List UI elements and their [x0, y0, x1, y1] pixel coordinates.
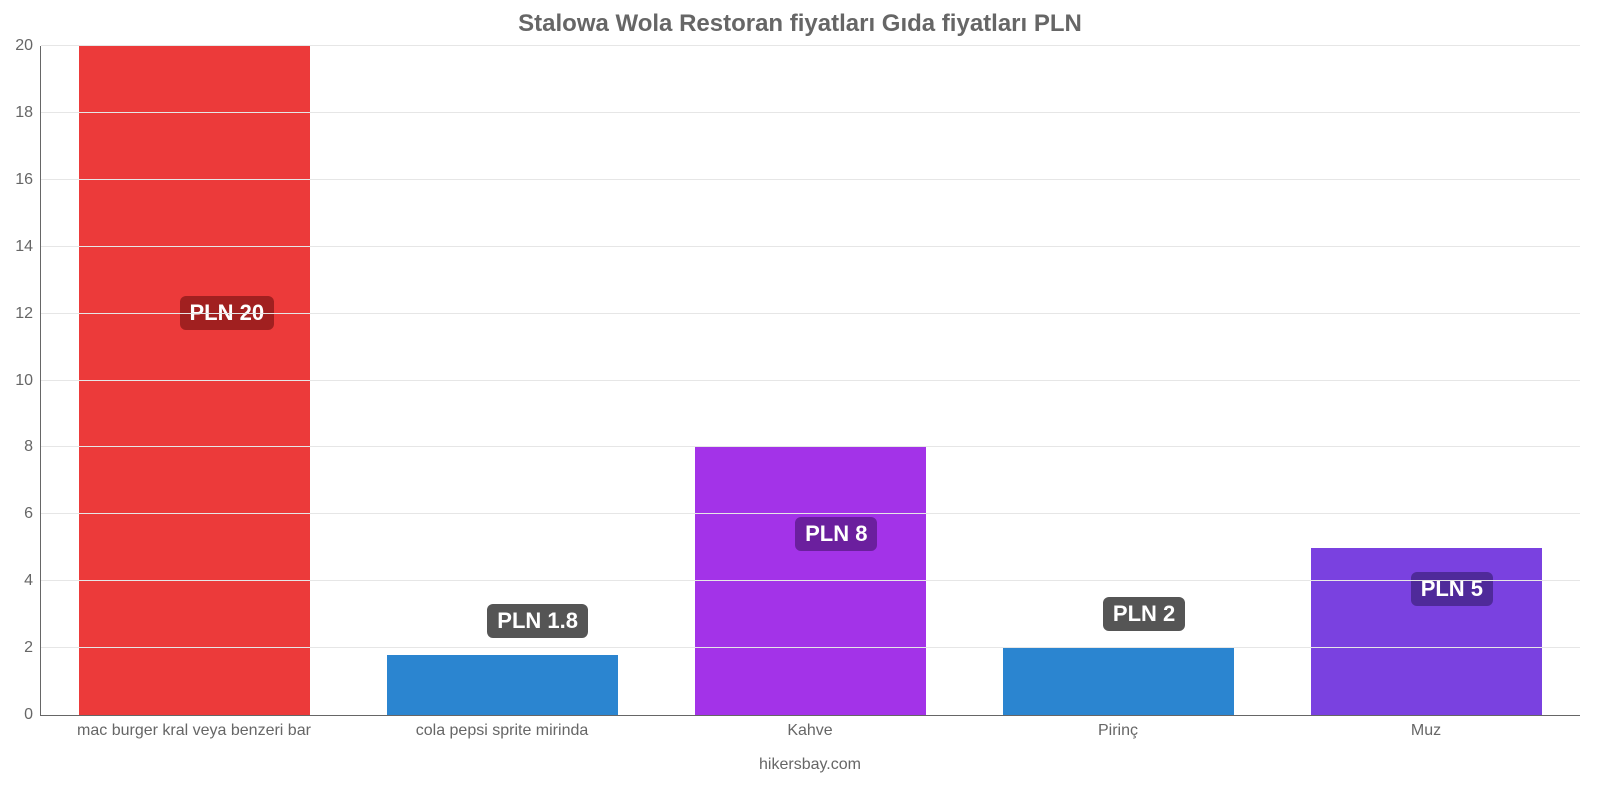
- gridline: [41, 446, 1580, 447]
- gridline: [41, 513, 1580, 514]
- ytick-label: 12: [15, 305, 41, 323]
- bar-slot: PLN 1.8: [349, 46, 657, 715]
- bar-slot: PLN 8: [657, 46, 965, 715]
- ytick-label: 14: [15, 238, 41, 256]
- ytick-label: 0: [24, 706, 41, 724]
- bar: [695, 447, 926, 715]
- x-label: cola pepsi sprite mirinda: [348, 722, 656, 740]
- ytick-label: 20: [15, 37, 41, 55]
- gridline: [41, 112, 1580, 113]
- bar-slot: PLN 5: [1272, 46, 1580, 715]
- ytick-label: 18: [15, 104, 41, 122]
- gridline: [41, 647, 1580, 648]
- ytick-label: 8: [24, 438, 41, 456]
- value-badge: PLN 1.8: [487, 604, 588, 638]
- gridline: [41, 45, 1580, 46]
- ytick-label: 16: [15, 171, 41, 189]
- bar-slot: PLN 2: [964, 46, 1272, 715]
- gridline: [41, 580, 1580, 581]
- x-label: mac burger kral veya benzeri bar: [40, 722, 348, 740]
- gridline: [41, 246, 1580, 247]
- value-badge: PLN 8: [795, 517, 877, 551]
- x-label: Muz: [1272, 722, 1580, 740]
- value-badge: PLN 5: [1411, 572, 1493, 606]
- chart-wrap: PLN 20PLN 1.8PLN 8PLN 2PLN 5 02468101214…: [40, 46, 1580, 774]
- gridline: [41, 380, 1580, 381]
- gridline: [41, 179, 1580, 180]
- ytick-label: 2: [24, 639, 41, 657]
- chart-title: Stalowa Wola Restoran fiyatları Gıda fiy…: [0, 0, 1600, 46]
- bar: [79, 46, 310, 715]
- gridline: [41, 313, 1580, 314]
- footer-label: hikersbay.com: [40, 756, 1580, 774]
- ytick-label: 10: [15, 372, 41, 390]
- ytick-label: 6: [24, 505, 41, 523]
- x-label: Pirinç: [964, 722, 1272, 740]
- value-badge: PLN 2: [1103, 597, 1185, 631]
- bar: [387, 655, 618, 715]
- bar: [1003, 648, 1234, 715]
- x-label: Kahve: [656, 722, 964, 740]
- ytick-label: 4: [24, 572, 41, 590]
- bar-slot: PLN 20: [41, 46, 349, 715]
- plot-area: PLN 20PLN 1.8PLN 8PLN 2PLN 5 02468101214…: [40, 46, 1580, 716]
- bars-container: PLN 20 PLN 1.8 PLN 8 PLN 2 PLN 5: [41, 46, 1580, 715]
- x-labels: mac burger kral veya benzeri barcola pep…: [40, 722, 1580, 740]
